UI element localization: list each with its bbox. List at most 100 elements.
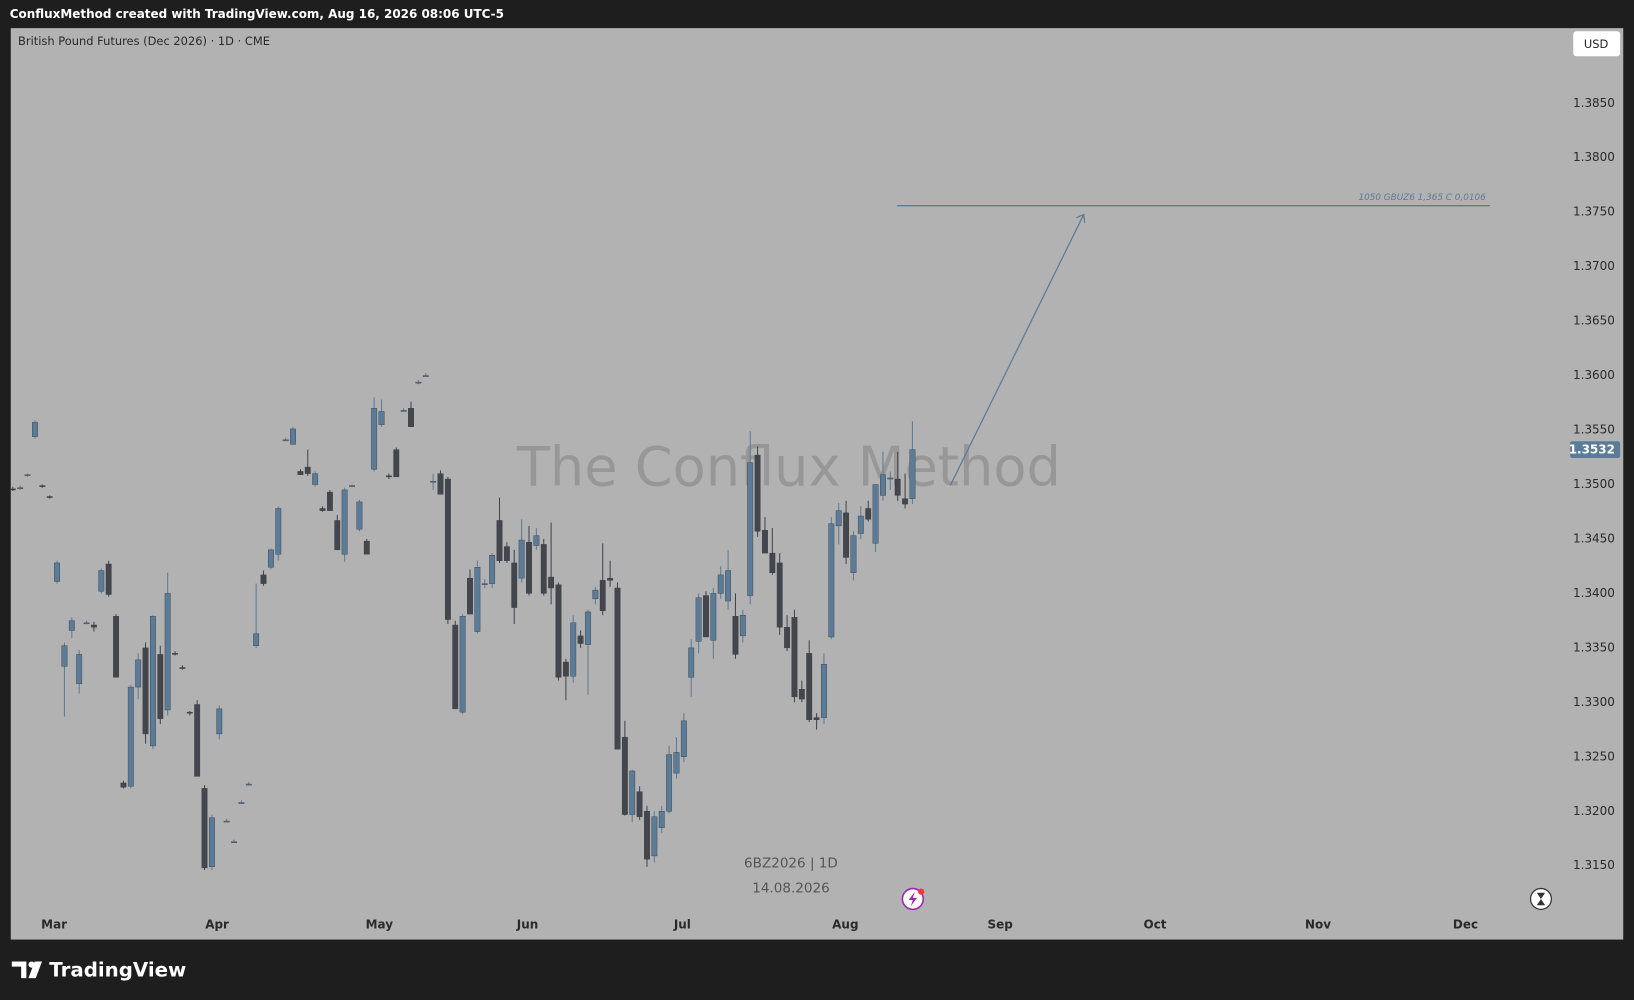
- logo-v: [28, 961, 42, 979]
- candle-body: [784, 626, 791, 649]
- candle-body: [400, 410, 407, 412]
- candle-body: [806, 653, 813, 720]
- flash-icon[interactable]: [901, 887, 925, 911]
- candle-body: [415, 381, 422, 384]
- candle-body: [577, 635, 584, 644]
- x-tick-label: Sep: [988, 918, 1014, 932]
- x-tick-label: Apr: [205, 918, 229, 932]
- x-tick-label: Dec: [1453, 918, 1478, 932]
- candle-body: [194, 704, 201, 777]
- x-tick-label: Oct: [1144, 918, 1167, 932]
- candle-body: [363, 540, 370, 555]
- currency-label[interactable]: USD: [1584, 37, 1609, 51]
- candle-body: [732, 616, 739, 655]
- candle-body: [385, 475, 392, 478]
- candle-body: [17, 487, 24, 490]
- y-tick-label: 1.3700: [1573, 259, 1615, 273]
- candle-body: [371, 408, 378, 470]
- x-tick-label: Aug: [832, 918, 858, 932]
- replay-circle[interactable]: [1529, 887, 1553, 910]
- candle-body: [83, 622, 90, 625]
- candle-body: [467, 577, 473, 615]
- candle-body: [157, 654, 164, 719]
- y-tick-label: 1.3750: [1573, 205, 1615, 219]
- candle-body: [120, 782, 127, 788]
- candle-body: [334, 520, 341, 551]
- x-tick-label: Jul: [673, 918, 691, 932]
- candle-body: [422, 375, 429, 377]
- candle-body: [835, 510, 842, 527]
- candle-body: [481, 583, 488, 585]
- candle-body: [813, 717, 820, 720]
- candle-body: [769, 552, 776, 573]
- candle-body: [717, 574, 724, 594]
- candle-body: [260, 574, 267, 584]
- y-tick-label: 1.3400: [1573, 586, 1615, 600]
- candle-body: [127, 686, 134, 787]
- candle-body: [164, 593, 171, 711]
- plot: 1.3150 1.3200 1.3250 1.3300 1.3350 1.3400 1.34…: [9, 96, 1615, 932]
- candle-body: [725, 570, 732, 602]
- candle-body: [570, 622, 577, 677]
- candle-body: [253, 633, 260, 646]
- currency-button[interactable]: [1573, 31, 1621, 57]
- flash-bolt[interactable]: [908, 891, 917, 907]
- chart-area: [10, 28, 1624, 940]
- replay-icon[interactable]: [1529, 887, 1553, 910]
- candle-body: [585, 611, 591, 645]
- flash-dot[interactable]: [918, 888, 925, 895]
- candle-body: [267, 549, 274, 568]
- candle-body: [680, 720, 687, 758]
- price-badge: [1570, 441, 1621, 458]
- candle-body: [98, 570, 105, 592]
- candle-body: [46, 496, 53, 498]
- projection-arrow: [949, 213, 1086, 486]
- candle-body: [592, 589, 599, 600]
- candle-body: [326, 491, 333, 511]
- candle-body: [666, 754, 673, 812]
- y-tick-label: 1.3300: [1573, 695, 1615, 709]
- brand: TradingView: [49, 958, 186, 981]
- x-tick-label: Jun: [516, 918, 538, 932]
- candle-body: [533, 535, 540, 546]
- y-tick-label: 1.3200: [1573, 804, 1615, 818]
- y-tick-label: 1.3500: [1573, 477, 1615, 491]
- candle-body: [828, 523, 835, 638]
- candle-body: [496, 520, 503, 561]
- candle-body: [349, 485, 355, 487]
- x-tick-label: Mar: [41, 918, 67, 932]
- x-tick-label: Nov: [1305, 918, 1331, 932]
- candle-body: [526, 542, 532, 594]
- candle-body: [208, 817, 215, 868]
- candle-body: [607, 577, 614, 581]
- candle-body: [651, 816, 658, 857]
- candle-body: [68, 620, 75, 631]
- candle-body: [629, 770, 636, 815]
- candle-body: [9, 488, 16, 491]
- candle-body: [437, 473, 444, 495]
- candle-body: [312, 473, 319, 485]
- candle-body: [105, 563, 112, 595]
- candle-body: [275, 508, 282, 555]
- candle-body: [776, 562, 783, 628]
- candle-body: [393, 449, 400, 478]
- candle-body: [290, 428, 296, 445]
- candle-body: [142, 647, 149, 735]
- candle-body: [621, 736, 628, 815]
- candle-body: [245, 783, 252, 786]
- candle-body: [894, 478, 901, 496]
- replay-glyph[interactable]: [1536, 892, 1546, 906]
- candle-body: [231, 841, 237, 844]
- candle-body: [688, 647, 695, 678]
- candle-body: [223, 820, 230, 823]
- candle-body: [76, 654, 83, 685]
- candle-body: [356, 501, 363, 530]
- chart-title: British Pound Futures (Dec 2026) · 1D · …: [18, 34, 270, 48]
- candle-body: [319, 508, 326, 511]
- candle-body: [179, 667, 186, 669]
- candle-body: [636, 791, 643, 817]
- candle-body: [430, 481, 437, 483]
- candle-body: [39, 485, 46, 487]
- candle-body: [754, 454, 761, 532]
